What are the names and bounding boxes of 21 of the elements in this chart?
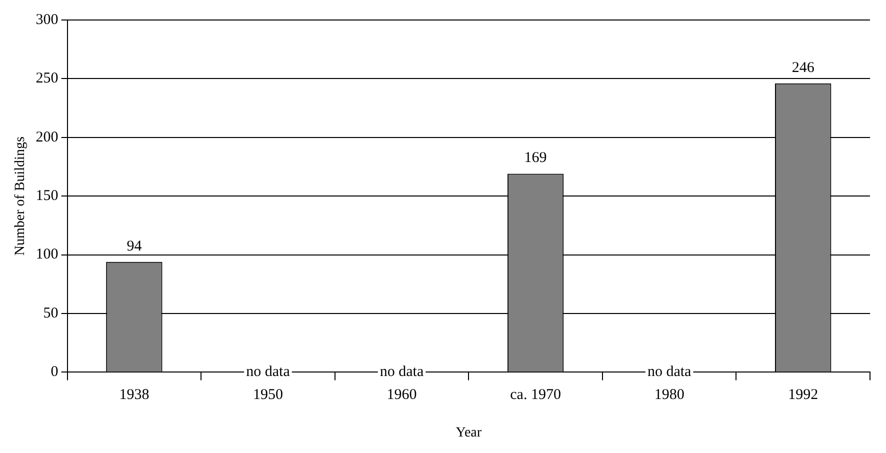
text: no data [380,364,424,380]
x-tick-label: ca. 1970 [510,387,561,404]
y-tick-label: 200 [36,129,58,146]
x-axis-title: Year [456,425,482,440]
y-tick-label: 0 [50,364,58,380]
text: no data [246,364,290,380]
x-tick-label: 1980 [654,387,684,404]
y-tick-label: 250 [36,70,58,87]
data-label: 246 [792,60,815,76]
x-tick-label: 1960 [386,387,417,404]
x-tick-label: 1938 [119,387,150,404]
y-tick-label: 150 [36,188,58,204]
y-tick-label: 100 [36,246,58,263]
data-label: 94 [126,238,142,254]
x-tick-label: 1992 [788,387,818,404]
x-tick-label: 1950 [252,387,283,404]
text: no data [647,364,692,380]
y-tick-label: 50 [43,305,58,322]
y-tick-label: 300 [36,12,58,28]
data-label: 169 [524,150,547,166]
y-axis-title: Number of Buildings [13,136,28,256]
